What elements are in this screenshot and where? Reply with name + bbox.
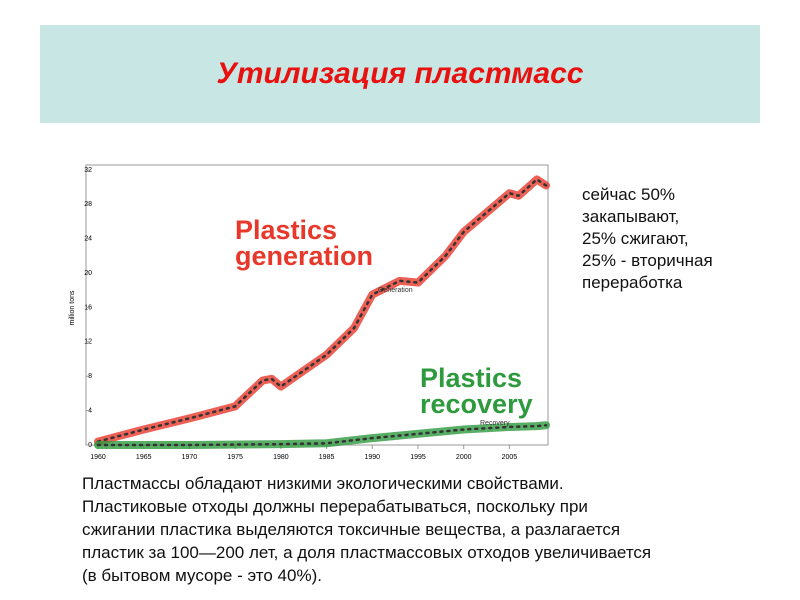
series-annotation: Plastics <box>420 363 522 393</box>
x-tick-label: 2005 <box>502 454 518 461</box>
series-annotation: generation <box>235 241 373 271</box>
series-dots <box>96 177 548 443</box>
note-line: 25% сжигают, <box>582 229 689 248</box>
y-tick-label: 4 <box>88 407 92 414</box>
note-line: переработка <box>582 273 683 292</box>
series-annotation: recovery <box>420 389 533 419</box>
x-tick-label: 1980 <box>273 454 289 461</box>
x-tick-label: 1990 <box>364 454 380 461</box>
body-line: Пластмассы обладают низкими экологически… <box>82 474 564 493</box>
legend-label: Recovery <box>480 420 510 427</box>
y-tick-label: 0 <box>88 442 92 449</box>
x-tick-label: 1970 <box>182 454 198 461</box>
note: сейчас 50% закапывают, 25% сжигают, 25% - в… <box>582 184 713 294</box>
legend-label: Generation <box>378 287 413 294</box>
body-line: сжигании пластика выделяются токсичные в… <box>82 520 621 539</box>
body-line: (в бытовом мусоре - это 40%). <box>82 566 322 585</box>
body-line: Пластиковые отходы должны перерабатывать… <box>82 497 588 516</box>
body-line: пластик за 100—200 лет, а доля пластмасс… <box>82 543 652 562</box>
body-text: Пластмассы обладают низкими экологически… <box>82 472 651 587</box>
title-band <box>40 25 760 123</box>
series-annotation: Plastics <box>235 215 337 245</box>
x-tick-label: 1965 <box>136 454 152 461</box>
title: Утилизация пластмасс <box>216 57 584 90</box>
x-tick-label: 1995 <box>410 454 426 461</box>
x-tick-label: 1975 <box>227 454 243 461</box>
y-tick-label: 8 <box>88 373 92 380</box>
y-axis-label: million tons <box>69 290 76 326</box>
x-tick-label: 1985 <box>319 454 335 461</box>
note-line: закапывают, <box>582 207 680 226</box>
x-tick-label: 2000 <box>456 454 472 461</box>
series-dots <box>96 423 548 447</box>
note-line: 25% - вторичная <box>582 251 713 270</box>
note-line: сейчас 50% <box>582 185 676 204</box>
x-tick-label: 1960 <box>90 454 106 461</box>
